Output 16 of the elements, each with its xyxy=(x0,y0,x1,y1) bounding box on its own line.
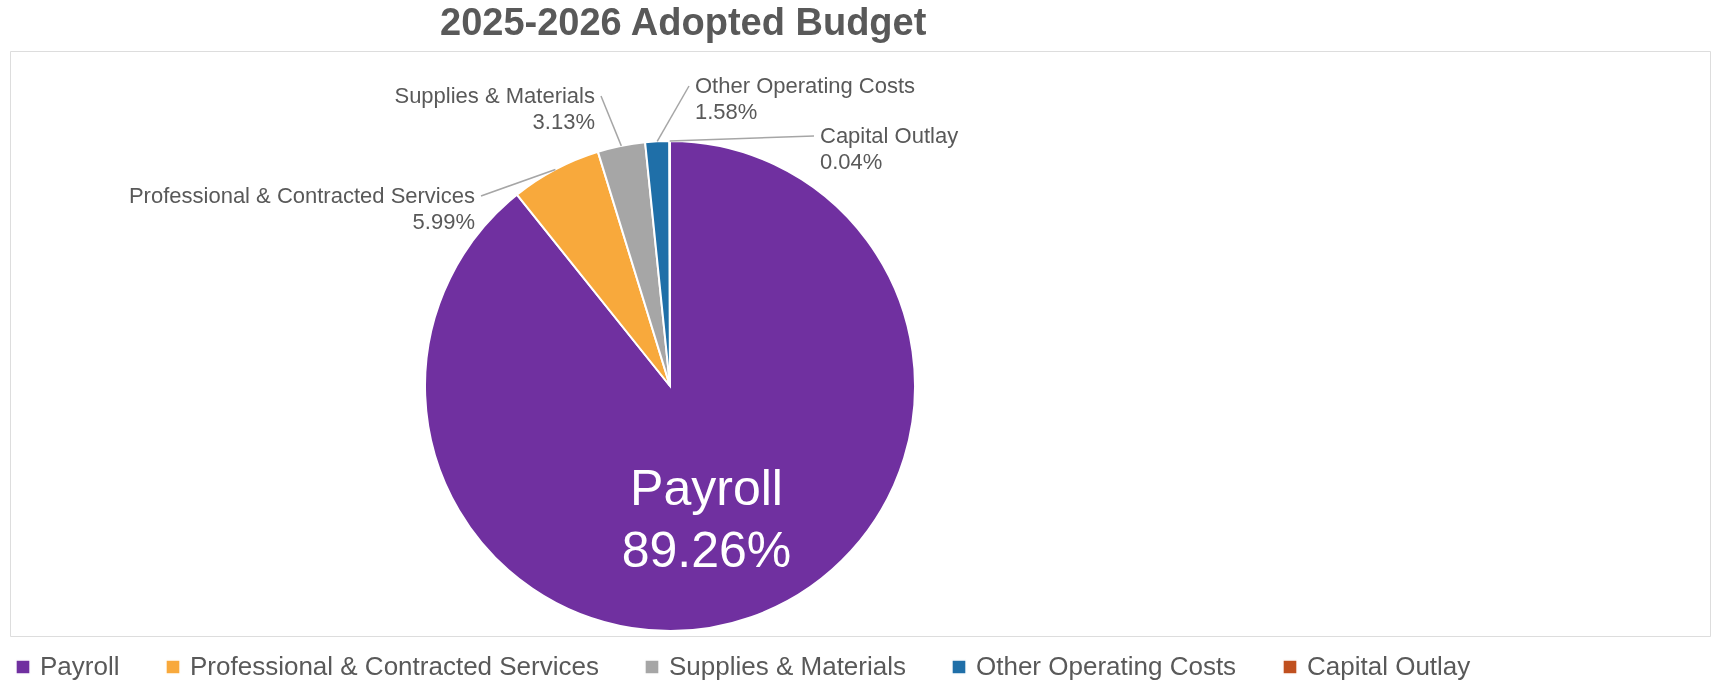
data-label: 5.99% xyxy=(412,209,475,234)
legend-label: Professional & Contracted Services xyxy=(190,651,599,681)
legend-label: Supplies & Materials xyxy=(669,651,906,681)
legend-label: Other Operating Costs xyxy=(976,651,1237,681)
slice-label: Supplies & Materials xyxy=(394,83,595,108)
data-label: 1.58% xyxy=(695,99,758,124)
slice-label: Capital Outlay xyxy=(820,123,959,148)
slice-label: Professional & Contracted Services xyxy=(128,183,475,208)
legend-label: Capital Outlay xyxy=(1307,651,1471,681)
chart-title: 2025-2026 Adopted Budget xyxy=(440,1,927,43)
data-label: 89.26% xyxy=(621,522,792,579)
slice-label: Payroll xyxy=(630,460,783,517)
data-label: 3.13% xyxy=(532,109,595,134)
data-label: 0.04% xyxy=(820,149,883,174)
legend-label: Payroll xyxy=(40,651,120,681)
slice-label: Other Operating Costs xyxy=(695,73,916,98)
